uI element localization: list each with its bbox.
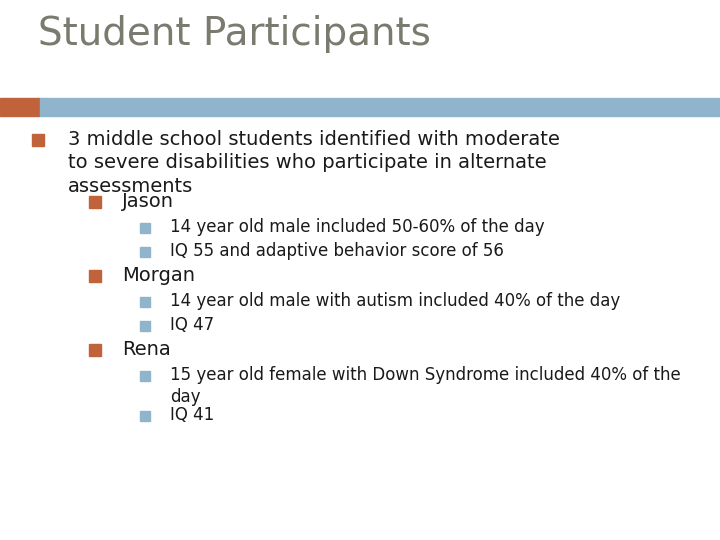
Text: IQ 55 and adaptive behavior score of 56: IQ 55 and adaptive behavior score of 56 [170, 242, 504, 260]
Bar [0, 98, 40, 116]
Text: 14 year old male included 50-60% of the day: 14 year old male included 50-60% of the … [170, 218, 544, 236]
Text: Morgan: Morgan [122, 266, 195, 285]
Text: 3 middle school students identified with moderate
to severe disabilities who par: 3 middle school students identified with… [68, 130, 560, 196]
Text: IQ 41: IQ 41 [170, 406, 215, 424]
Text: Rena: Rena [122, 340, 171, 359]
Text: 15 year old female with Down Syndrome included 40% of the
day: 15 year old female with Down Syndrome in… [170, 366, 680, 406]
Text: Student Participants: Student Participants [38, 15, 431, 53]
Text: Jason: Jason [122, 192, 174, 211]
Text: IQ 47: IQ 47 [170, 316, 214, 334]
Bar [40, 98, 720, 116]
Text: 14 year old male with autism included 40% of the day: 14 year old male with autism included 40… [170, 292, 620, 310]
